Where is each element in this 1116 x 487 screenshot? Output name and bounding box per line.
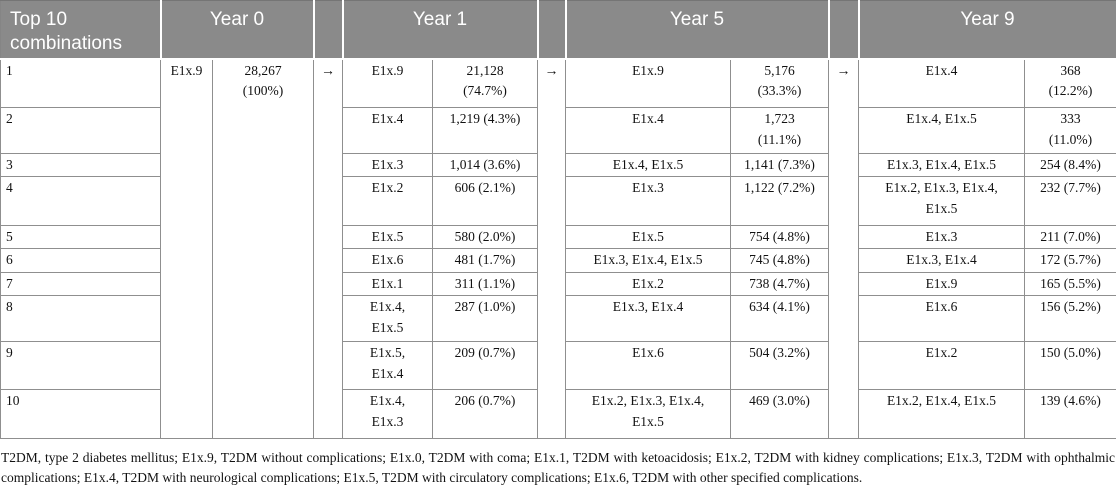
year0-value-cell: 28,267 (100%) (212, 58, 314, 439)
year9-code-cell: E1x.4 (858, 58, 1025, 108)
year9-value-cell: 172 (5.7%) (1024, 248, 1116, 273)
table-row: 2 E1x.4 1,219 (4.3%) E1x.4 1,723 (11.1%) E1x.… (0, 107, 1116, 154)
year5-value-cell: 738 (4.7%) (730, 272, 829, 296)
table-row: 8 E1x.4, E1x.5 287 (1.0%) E1x.3, E1x.4 634 (… (0, 295, 1116, 342)
year1-value-cell: 1,219 (4.3%) (432, 107, 538, 154)
year1-header: Year 1 (341, 0, 539, 60)
top10-combinations-table: Top 10 combinations Year 0 Year 1 Year 5… (0, 0, 1116, 439)
year1-code-cell: E1x.6 (342, 248, 433, 273)
rank-column-header: Top 10 combinations (0, 0, 162, 60)
year9-header: Year 9 (857, 0, 1116, 60)
year1-value-cell: 580 (2.0%) (432, 225, 538, 249)
year9-code-cell: E1x.2, E1x.3, E1x.4, E1x.5 (858, 176, 1025, 226)
year9-value-cell: 156 (5.2%) (1024, 295, 1116, 342)
year1-value-cell: 21,128 (74.7%) (432, 58, 538, 108)
year1-value-cell: 606 (2.1%) (432, 176, 538, 226)
arrow-cell-year1-year5: → (537, 58, 566, 439)
rank-cell: 7 (0, 272, 161, 296)
table-row: 5 E1x.5 580 (2.0%) E1x.5 754 (4.8%) E1x.3 211 … (0, 225, 1116, 249)
year9-value-cell: 254 (8.4%) (1024, 153, 1116, 177)
year5-value-cell: 469 (3.0%) (730, 389, 829, 439)
year1-code-cell: E1x.2 (342, 176, 433, 226)
year1-value-cell: 311 (1.1%) (432, 272, 538, 296)
year1-code-cell: E1x.4 (342, 107, 433, 154)
arrow-cell-year5-year9: → (828, 58, 859, 439)
year5-value-cell: 754 (4.8%) (730, 225, 829, 249)
year1-code-cell: E1x.5, E1x.4 (342, 341, 433, 390)
year5-code-cell: E1x.3 (565, 176, 731, 226)
year0-code-cell: E1x.9 (160, 58, 213, 439)
arrow-header-cell (536, 0, 567, 60)
year9-value-cell: 333 (11.0%) (1024, 107, 1116, 154)
year5-code-cell: E1x.4 (565, 107, 731, 154)
rank-cell: 3 (0, 153, 161, 177)
year9-code-cell: E1x.6 (858, 295, 1025, 342)
table-row: 3 E1x.3 1,014 (3.6%) E1x.4, E1x.5 1,141 (7.3… (0, 153, 1116, 177)
year5-value-cell: 504 (3.2%) (730, 341, 829, 390)
year9-code-cell: E1x.3, E1x.4, E1x.5 (858, 153, 1025, 177)
year1-code-cell: E1x.5 (342, 225, 433, 249)
rank-cell: 9 (0, 341, 161, 390)
rank-cell: 2 (0, 107, 161, 154)
table-row: 10 E1x.4, E1x.3 206 (0.7%) E1x.2, E1x.3, E1… (0, 389, 1116, 439)
arrow-cell-year0-year1: → (313, 58, 343, 439)
rank-cell: 8 (0, 295, 161, 342)
year1-code-cell: E1x.3 (342, 153, 433, 177)
year0-header: Year 0 (159, 0, 315, 60)
year1-code-cell: E1x.4, E1x.3 (342, 389, 433, 439)
year1-code-cell: E1x.9 (342, 58, 433, 108)
year5-value-cell: 5,176 (33.3%) (730, 58, 829, 108)
year9-code-cell: E1x.9 (858, 272, 1025, 296)
year5-code-cell: E1x.6 (565, 341, 731, 390)
combinations-table-body: 1 E1x.9 28,267 (100%) → E1x.9 21,128 (74.7%) →… (0, 58, 1116, 439)
year5-code-cell: E1x.3, E1x.4 (565, 295, 731, 342)
year9-code-cell: E1x.3, E1x.4 (858, 248, 1025, 273)
abbreviations-footnote: T2DM, type 2 diabetes mellitus; E1x.9, T… (1, 450, 1115, 485)
year9-code-cell: E1x.2 (858, 341, 1025, 390)
year9-code-cell: E1x.3 (858, 225, 1025, 249)
year1-value-cell: 287 (1.0%) (432, 295, 538, 342)
year1-value-cell: 206 (0.7%) (432, 389, 538, 439)
table-row: 1 E1x.9 28,267 (100%) → E1x.9 21,128 (74.7%) →… (0, 58, 1116, 439)
year9-value-cell: 165 (5.5%) (1024, 272, 1116, 296)
year5-header: Year 5 (564, 0, 830, 60)
year9-value-cell: 368 (12.2%) (1024, 58, 1116, 108)
year5-code-cell: E1x.5 (565, 225, 731, 249)
year9-value-cell: 150 (5.0%) (1024, 341, 1116, 390)
rank-cell: 6 (0, 248, 161, 273)
year5-value-cell: 1,141 (7.3%) (730, 153, 829, 177)
rank-cell: 4 (0, 176, 161, 226)
year5-code-cell: E1x.2 (565, 272, 731, 296)
year5-value-cell: 745 (4.8%) (730, 248, 829, 273)
year5-value-cell: 634 (4.1%) (730, 295, 829, 342)
rank-cell: 1 (0, 58, 161, 108)
year1-value-cell: 1,014 (3.6%) (432, 153, 538, 177)
arrow-header-cell (312, 0, 344, 60)
year5-code-cell: E1x.9 (565, 58, 731, 108)
year5-code-cell: E1x.2, E1x.3, E1x.4, E1x.5 (565, 389, 731, 439)
year1-code-cell: E1x.4, E1x.5 (342, 295, 433, 342)
rank-cell: 10 (0, 389, 161, 439)
year1-code-cell: E1x.1 (342, 272, 433, 296)
year9-code-cell: E1x.4, E1x.5 (858, 107, 1025, 154)
arrow-header-cell (827, 0, 860, 60)
table-row: 9 E1x.5, E1x.4 209 (0.7%) E1x.6 504 (3.2%) E1… (0, 341, 1116, 390)
year9-value-cell: 211 (7.0%) (1024, 225, 1116, 249)
year5-value-cell: 1,723 (11.1%) (730, 107, 829, 154)
year5-code-cell: E1x.3, E1x.4, E1x.5 (565, 248, 731, 273)
year1-value-cell: 209 (0.7%) (432, 341, 538, 390)
year5-code-cell: E1x.4, E1x.5 (565, 153, 731, 177)
year5-value-cell: 1,122 (7.2%) (730, 176, 829, 226)
header-row: Top 10 combinations Year 0 Year 1 Year 5… (0, 0, 1116, 60)
year1-value-cell: 481 (1.7%) (432, 248, 538, 273)
year9-value-cell: 139 (4.6%) (1024, 389, 1116, 439)
rank-cell: 5 (0, 225, 161, 249)
year9-value-cell: 232 (7.7%) (1024, 176, 1116, 226)
year9-code-cell: E1x.2, E1x.4, E1x.5 (858, 389, 1025, 439)
